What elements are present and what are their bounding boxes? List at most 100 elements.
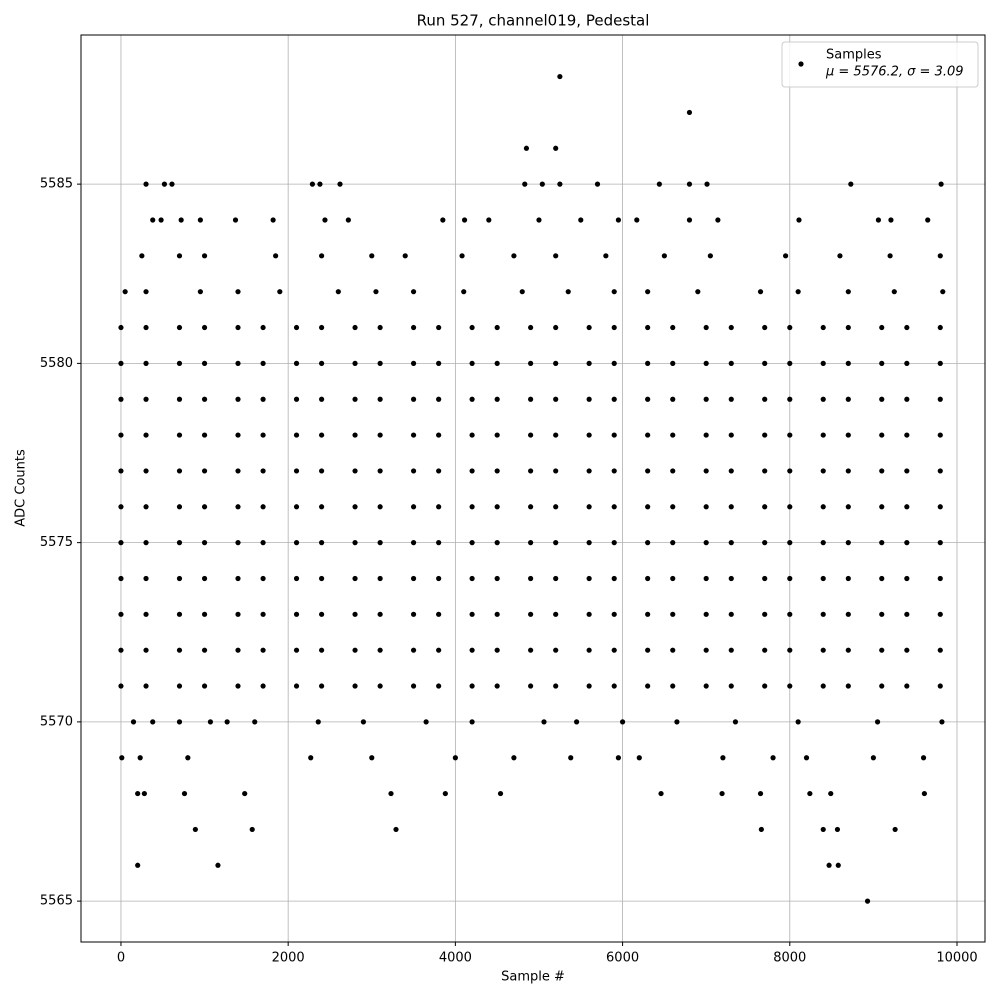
point [461, 217, 468, 223]
point [317, 181, 323, 187]
point [141, 790, 147, 797]
point [645, 504, 651, 510]
point [319, 504, 325, 510]
point [352, 611, 358, 617]
point [235, 360, 241, 366]
point [770, 755, 776, 761]
point [645, 683, 651, 689]
point [352, 468, 358, 474]
point [611, 683, 617, 689]
point [486, 217, 492, 223]
x-axis-label: Sample # [501, 970, 565, 985]
point [795, 719, 801, 725]
point [118, 504, 124, 510]
point [176, 396, 183, 402]
point [762, 396, 768, 402]
point [436, 504, 442, 510]
point [586, 683, 592, 689]
point [201, 504, 208, 510]
point [820, 468, 826, 474]
point [235, 683, 241, 689]
point [874, 719, 881, 725]
point [158, 217, 164, 223]
point [807, 790, 813, 797]
point [586, 468, 592, 474]
point [820, 432, 826, 438]
point [377, 324, 383, 331]
y-tick-label: 5570 [40, 714, 73, 729]
point [670, 540, 676, 546]
x-tick-label: 2000 [272, 951, 305, 966]
point [176, 540, 183, 546]
point [528, 324, 534, 331]
point [442, 790, 448, 797]
point [586, 360, 592, 366]
point [260, 683, 266, 689]
point [235, 324, 241, 331]
point [670, 360, 676, 366]
point [335, 289, 341, 295]
point [845, 540, 851, 546]
point [201, 253, 208, 259]
point [783, 253, 789, 259]
point [494, 432, 500, 438]
point [553, 432, 559, 438]
point [845, 575, 851, 582]
point [494, 647, 500, 653]
point [192, 826, 198, 833]
point [494, 683, 500, 689]
point [522, 181, 528, 187]
point [215, 862, 221, 868]
point [150, 217, 156, 223]
point [410, 540, 417, 546]
point [578, 217, 584, 223]
point [661, 253, 667, 259]
point [201, 432, 208, 438]
point [118, 468, 124, 474]
point [293, 396, 300, 402]
point [469, 360, 475, 366]
point [937, 611, 943, 617]
point [377, 575, 383, 582]
point [410, 396, 417, 402]
chart-title: Run 527, channel019, Pedestal [417, 12, 650, 30]
point [352, 324, 358, 331]
point [352, 360, 358, 366]
point [260, 432, 266, 438]
point [879, 504, 885, 510]
point [553, 611, 559, 617]
point [337, 181, 343, 187]
point [377, 540, 383, 546]
point [469, 468, 475, 474]
point [695, 289, 701, 295]
point [436, 432, 442, 438]
point [176, 253, 183, 259]
point [118, 360, 124, 366]
point [728, 396, 734, 402]
point [377, 504, 383, 510]
point [511, 755, 517, 761]
point [762, 504, 768, 510]
point [937, 504, 943, 510]
legend-box [781, 41, 979, 88]
point [674, 719, 680, 725]
point [178, 217, 184, 223]
points [118, 73, 946, 904]
point [703, 396, 709, 402]
point [904, 504, 910, 510]
point [645, 468, 651, 474]
point [273, 253, 279, 259]
point [469, 540, 475, 546]
point [235, 432, 241, 438]
point [757, 790, 764, 797]
point [848, 181, 854, 187]
point [925, 217, 931, 223]
point [670, 396, 676, 402]
point [845, 468, 851, 474]
point [377, 360, 383, 366]
point [528, 647, 534, 653]
point [686, 109, 693, 116]
point [670, 611, 676, 617]
point [169, 181, 175, 187]
point [528, 540, 534, 546]
